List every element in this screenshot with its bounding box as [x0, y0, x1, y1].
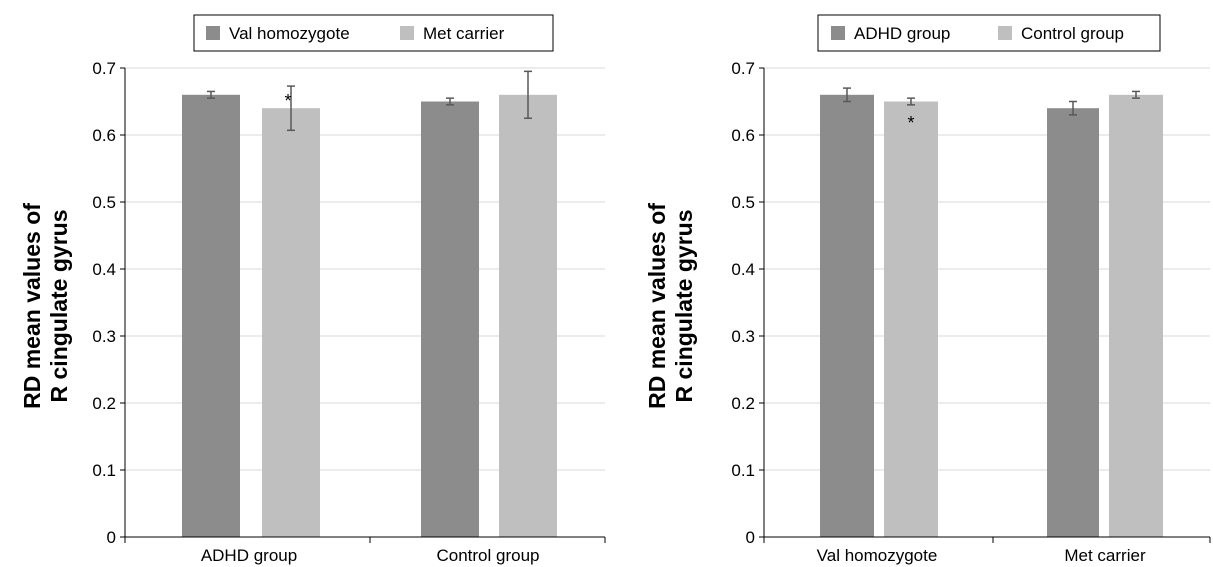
- right-significance-marker: *: [907, 113, 914, 133]
- right-y-tick-label: 0.5: [731, 193, 755, 212]
- right-legend-label-control-group: Control group: [1021, 24, 1124, 43]
- right-x-ticks: Val homozygote Met carrier: [817, 546, 1146, 565]
- right-legend-label-adhd-group: ADHD group: [854, 24, 950, 43]
- left-legend-label-met-carrier: Met carrier: [423, 24, 505, 43]
- left-x-tick-label: ADHD group: [201, 546, 297, 565]
- left-y-axis-label-line1: RD mean values of: [19, 203, 45, 409]
- left-y-tick-label: 0.4: [92, 260, 116, 279]
- right-y-tick-label: 0.6: [731, 126, 755, 145]
- right-y-ticks: 0 0.1 0.2 0.3 0.4 0.5 0.6 0.7: [731, 59, 755, 547]
- right-legend-swatch-adhd-group: [831, 26, 845, 40]
- left-legend-swatch-met-carrier: [400, 26, 414, 40]
- left-x-ticks: ADHD group Control group: [201, 546, 540, 565]
- left-chart: RD mean values of R cingulate gyrus 0 0.…: [19, 14, 606, 565]
- right-axes: [759, 67, 1211, 543]
- right-chart: RD mean values of R cingulate gyrus 0 0.…: [644, 14, 1211, 565]
- left-y-tick-label: 0.5: [92, 193, 116, 212]
- left-y-ticks: 0 0.1 0.2 0.3 0.4 0.5 0.6 0.7: [92, 59, 116, 547]
- bar: [421, 101, 479, 537]
- left-legend-label-val-homozygote: Val homozygote: [229, 24, 350, 43]
- left-y-tick-label: 0.2: [92, 394, 116, 413]
- bar: [1109, 94, 1163, 538]
- bar: [499, 94, 557, 538]
- right-legend-box: [817, 14, 1161, 52]
- right-y-tick-label: 0.7: [731, 59, 755, 78]
- right-bars: [820, 87, 1163, 538]
- bar: [262, 108, 320, 537]
- right-legend: ADHD group Control group: [817, 14, 1161, 52]
- right-legend-swatch-control-group: [998, 26, 1012, 40]
- left-x-tick-label: Control group: [436, 546, 539, 565]
- left-y-tick-label: 0.1: [92, 461, 116, 480]
- left-y-tick-label: 0.6: [92, 126, 116, 145]
- left-y-tick-label: 0: [107, 528, 116, 547]
- right-x-tick-label: Val homozygote: [817, 546, 938, 565]
- right-y-tick-label: 0.2: [731, 394, 755, 413]
- right-x-tick-label: Met carrier: [1064, 546, 1146, 565]
- left-legend-box: [193, 14, 554, 52]
- left-y-tick-label: 0.3: [92, 327, 116, 346]
- right-y-tick-label: 0.4: [731, 260, 755, 279]
- right-y-tick-label: 0.3: [731, 327, 755, 346]
- right-y-axis-label-line1: RD mean values of: [644, 203, 670, 409]
- left-y-axis-label-line2: R cingulate gyrus: [46, 210, 72, 403]
- bar: [182, 94, 240, 538]
- right-y-tick-label: 0: [746, 528, 755, 547]
- left-legend: Val homozygote Met carrier: [193, 14, 554, 52]
- bar: [820, 94, 874, 538]
- right-y-tick-label: 0.1: [731, 461, 755, 480]
- left-y-tick-label: 0.7: [92, 59, 116, 78]
- left-significance-marker: *: [284, 91, 291, 111]
- left-axes: [120, 67, 606, 543]
- left-legend-swatch-val-homozygote: [206, 26, 220, 40]
- left-bars: [182, 70, 557, 538]
- bar: [884, 101, 938, 537]
- bar: [1047, 108, 1099, 537]
- right-y-axis-label-line2: R cingulate gyrus: [671, 210, 697, 403]
